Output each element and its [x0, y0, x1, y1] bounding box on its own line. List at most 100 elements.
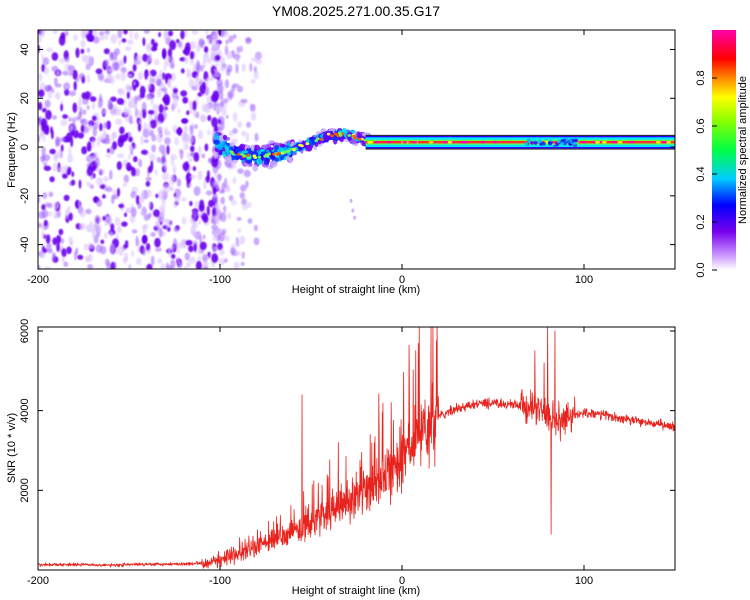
noise-blob	[131, 250, 135, 257]
carrier-highlight	[360, 137, 364, 141]
noise-blob	[192, 166, 197, 172]
carrier-blob	[228, 142, 235, 147]
noise-blob	[41, 208, 48, 219]
noise-blob	[206, 35, 214, 46]
noise-blob	[95, 167, 101, 173]
noise-blob	[132, 64, 137, 72]
spectrogram-x-tick-label: -100	[209, 274, 231, 286]
noise-blob	[146, 249, 151, 254]
carrier-highlight	[298, 143, 302, 147]
noise-blob	[189, 101, 193, 109]
noise-blob	[153, 109, 158, 118]
noise-blob	[220, 196, 225, 205]
noise-blob	[66, 246, 72, 255]
noise-blob	[130, 167, 137, 177]
noise-blob	[102, 194, 106, 199]
snr-y-axis-label: SNR (10 * v/v)	[6, 413, 18, 483]
noise-blob	[230, 200, 237, 206]
carrier-highlight	[305, 142, 310, 146]
noise-blob	[157, 258, 163, 264]
carrier-blob	[252, 164, 259, 172]
carrier-blob	[349, 138, 357, 145]
noise-blob	[78, 222, 86, 230]
noise-blob	[81, 92, 88, 100]
noise-blob	[194, 124, 198, 130]
carrier-highlight	[338, 134, 343, 137]
noise-blob	[66, 132, 73, 143]
noise-blob	[189, 51, 195, 60]
noise-blob	[42, 192, 48, 199]
noise-blob	[41, 54, 45, 60]
noise-blob	[147, 82, 151, 90]
spectrogram-y-ticks: -40 -20 0 20 40	[19, 43, 675, 253]
snr-series-line	[38, 327, 675, 569]
noise-blob	[126, 91, 130, 99]
carrier-highlight	[352, 134, 356, 138]
snr-plot-area	[38, 327, 675, 570]
noise-blob	[51, 52, 59, 61]
colorbar-tick-label: 0.6	[695, 118, 707, 133]
carrier-highlight	[335, 133, 339, 136]
noise-blob	[57, 167, 62, 172]
noise-blob	[141, 101, 147, 112]
noise-blob	[239, 192, 245, 199]
noise-blob	[163, 161, 168, 171]
noise-blob	[139, 210, 146, 217]
noise-blob	[192, 64, 196, 72]
noise-blob	[77, 132, 84, 139]
noise-blob	[150, 255, 155, 266]
noise-blob	[214, 55, 221, 61]
noise-blob	[241, 251, 245, 260]
carrier-blob	[213, 139, 220, 145]
noise-blob	[100, 133, 105, 143]
noise-blob	[82, 30, 90, 36]
noise-blob	[174, 137, 179, 146]
noise-blob	[187, 183, 192, 188]
band-spot	[595, 140, 601, 144]
noise-blob	[45, 109, 52, 120]
noise-blob	[172, 124, 177, 133]
noise-blob	[197, 170, 203, 181]
noise-blob	[201, 153, 206, 159]
noise-blob	[163, 59, 170, 67]
noise-blob	[68, 116, 72, 122]
carrier-highlight	[316, 137, 320, 141]
noise-blob	[226, 51, 233, 60]
noise-blob	[158, 103, 164, 114]
noise-blob	[182, 49, 187, 55]
noise-blob	[230, 247, 236, 255]
noise-blob	[199, 65, 204, 72]
noise-blob	[44, 219, 48, 227]
noise-blob	[176, 242, 182, 249]
noise-blob	[150, 232, 156, 237]
noise-blob	[202, 263, 209, 269]
noise-blob	[247, 201, 252, 208]
noise-blob	[38, 72, 43, 82]
noise-blob	[170, 62, 175, 69]
noise-blob	[105, 258, 110, 266]
noise-blob	[59, 137, 66, 142]
noise-blob	[205, 86, 210, 96]
noise-blob	[52, 30, 58, 35]
noise-blob	[149, 130, 155, 137]
noise-blob	[189, 200, 193, 207]
band-spot	[581, 140, 587, 144]
noise-blob	[199, 199, 205, 210]
carrier-highlight	[246, 153, 250, 157]
noise-blob	[145, 94, 151, 101]
noise-blob	[92, 173, 96, 179]
noise-blob	[41, 231, 46, 238]
noise-blob	[145, 44, 151, 53]
noise-blob	[106, 153, 111, 159]
noise-blob	[51, 254, 56, 262]
noise-blob	[183, 143, 190, 150]
noise-blob	[135, 235, 139, 247]
noise-blob	[54, 77, 58, 86]
noise-blob	[241, 63, 246, 72]
noise-blob	[62, 70, 69, 76]
noise-blob	[96, 177, 103, 187]
noise-blob	[225, 114, 229, 119]
noise-blob	[147, 110, 155, 115]
noise-blob	[197, 220, 202, 225]
band-spot	[402, 140, 408, 144]
